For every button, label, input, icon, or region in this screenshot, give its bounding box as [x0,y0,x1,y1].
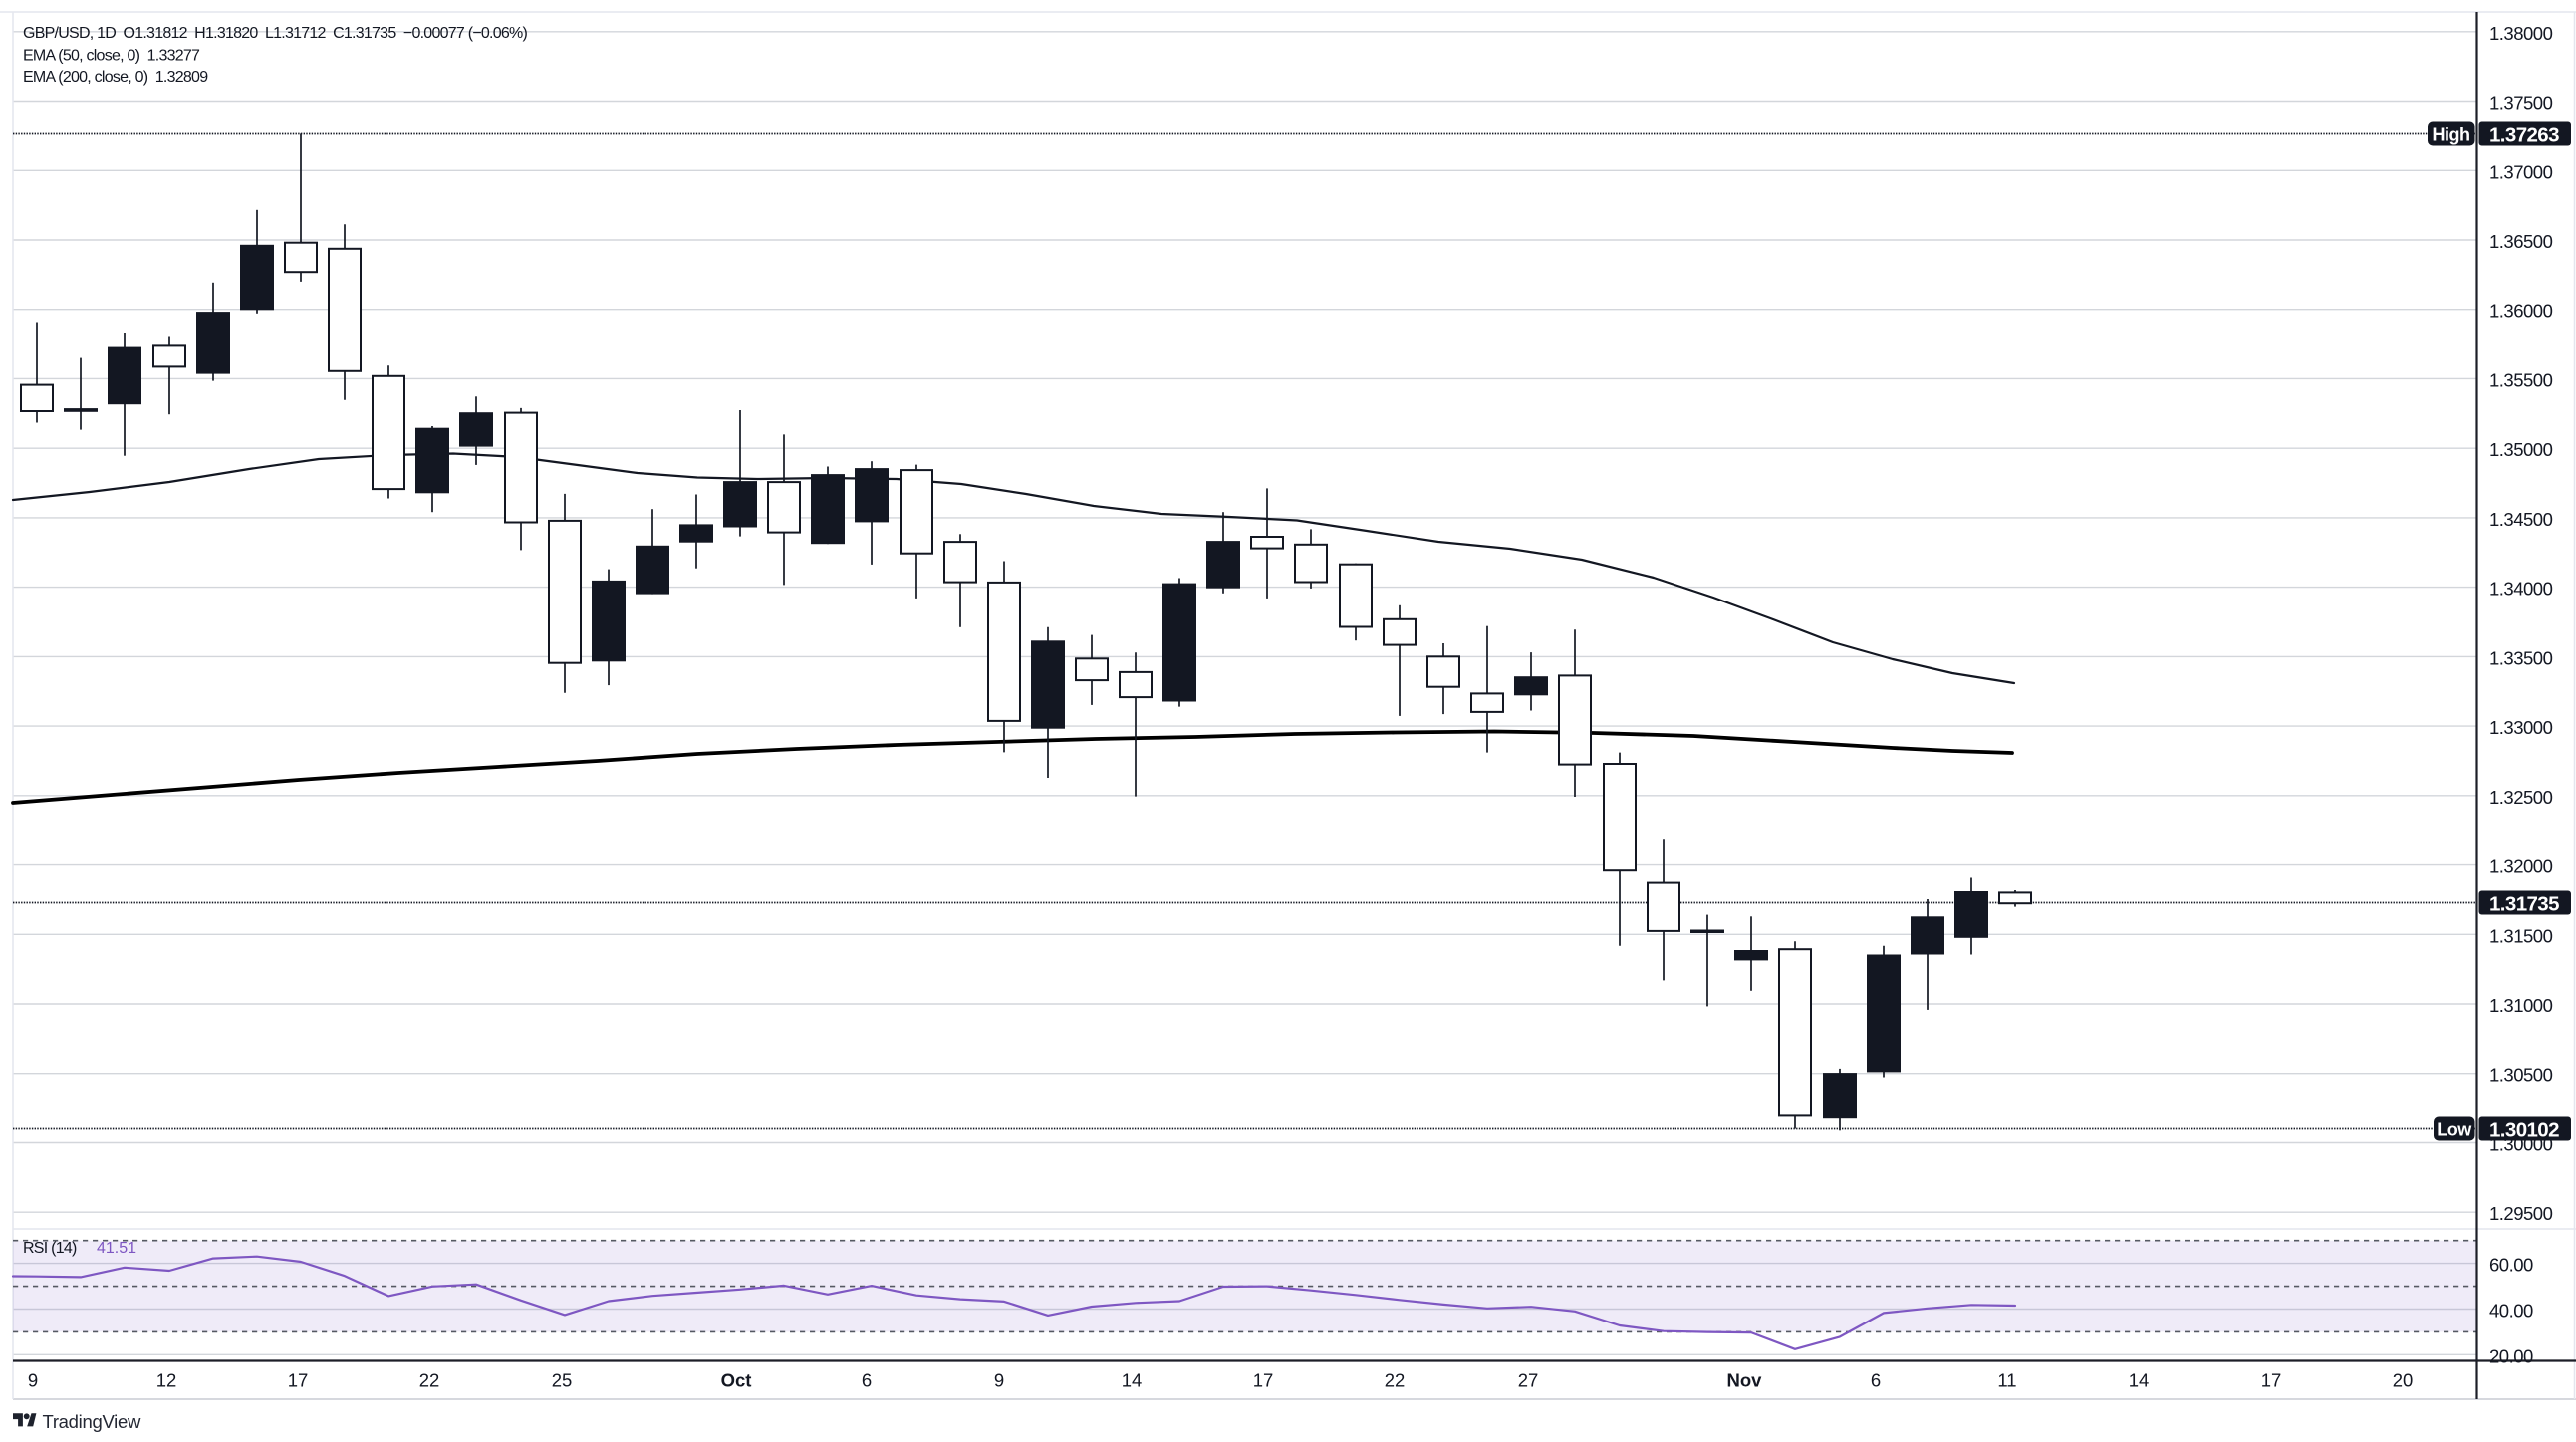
svg-text:1.33000: 1.33000 [2489,717,2553,738]
svg-text:20: 20 [2393,1370,2414,1391]
svg-text:1.38000: 1.38000 [2489,23,2553,44]
svg-text:6: 6 [862,1370,872,1391]
svg-text:1.35000: 1.35000 [2489,439,2553,460]
svg-text:1.32500: 1.32500 [2489,787,2553,808]
svg-text:14: 14 [2129,1370,2150,1391]
svg-text:1.37000: 1.37000 [2489,161,2553,182]
svg-text:17: 17 [2261,1370,2282,1391]
svg-text:1.36000: 1.36000 [2489,301,2553,322]
svg-text:41.51: 41.51 [97,1240,136,1257]
svg-text:20.00: 20.00 [2489,1345,2533,1366]
svg-text:EMA (50, close, 0) 1.33277: EMA (50, close, 0) 1.33277 [23,48,200,65]
svg-text:17: 17 [1253,1370,1274,1391]
svg-text:RSI (14): RSI (14) [23,1240,77,1257]
svg-text:1.30102: 1.30102 [2489,1119,2559,1142]
svg-text:25: 25 [552,1370,573,1391]
svg-text:High: High [2433,125,2470,145]
svg-text:1.33500: 1.33500 [2489,647,2553,668]
svg-text:TradingView: TradingView [43,1411,141,1432]
svg-text:GBP/USD, 1D O1.31812 H1.3182: GBP/USD, 1D O1.31812 H1.31820 L1.31712 C… [23,25,528,42]
svg-text:Low: Low [2437,1120,2472,1140]
svg-text:22: 22 [1385,1370,1406,1391]
svg-text:Oct: Oct [721,1370,752,1391]
svg-text:60.00: 60.00 [2489,1255,2533,1276]
svg-text:Nov: Nov [1727,1370,1763,1391]
svg-text:40.00: 40.00 [2489,1301,2533,1322]
svg-text:6: 6 [1871,1370,1881,1391]
svg-text:14: 14 [1122,1370,1143,1391]
svg-text:9: 9 [28,1370,38,1391]
svg-text:9: 9 [994,1370,1004,1391]
svg-text:1.29500: 1.29500 [2489,1203,2553,1224]
svg-text:27: 27 [1518,1370,1539,1391]
svg-text:1.34000: 1.34000 [2489,579,2553,600]
svg-text:17: 17 [288,1370,309,1391]
svg-text:1.31500: 1.31500 [2489,925,2553,946]
svg-text:1.32000: 1.32000 [2489,856,2553,877]
svg-text:1.31735: 1.31735 [2489,893,2559,916]
svg-text:1.35500: 1.35500 [2489,369,2553,390]
svg-text:12: 12 [156,1370,177,1391]
svg-text:1.34500: 1.34500 [2489,509,2553,530]
svg-text:1.30500: 1.30500 [2489,1065,2553,1085]
svg-text:22: 22 [419,1370,440,1391]
svg-text:1.37500: 1.37500 [2489,93,2553,114]
svg-text:11: 11 [1997,1370,2016,1391]
svg-text:EMA (200, close, 0) 1.32809: EMA (200, close, 0) 1.32809 [23,69,208,86]
svg-text:1.31000: 1.31000 [2489,995,2553,1016]
svg-text:1.36500: 1.36500 [2489,231,2553,252]
svg-text:1.37263: 1.37263 [2489,124,2559,147]
